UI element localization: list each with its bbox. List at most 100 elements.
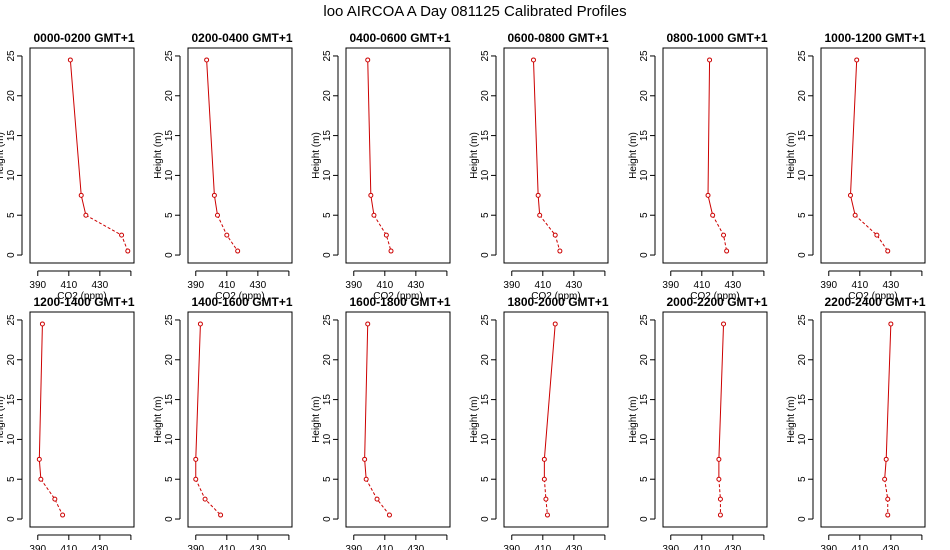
data-point (38, 476, 44, 482)
y-tick-label: 20 (797, 354, 808, 366)
y-tick-label: 20 (6, 90, 17, 102)
series-line (718, 323, 725, 480)
y-tick-label: 20 (639, 90, 650, 102)
data-point (716, 476, 722, 482)
panel-title: 0200-0400 GMT+1 (191, 31, 292, 45)
y-tick-label: 10 (480, 169, 491, 181)
data-point (388, 248, 394, 254)
data-point (716, 456, 722, 462)
series-line (849, 59, 858, 216)
data-point (52, 496, 58, 502)
x-tick-label: 410 (376, 544, 393, 550)
y-tick-label: 20 (480, 90, 491, 102)
y-tick-label: 5 (322, 212, 333, 218)
series-line-lower (543, 479, 548, 516)
y-tick-label: 0 (639, 516, 650, 522)
x-tick-label: 410 (376, 280, 393, 291)
x-axis-label: CO2 (ppm) (215, 291, 264, 302)
y-tick-label: 15 (639, 394, 650, 406)
y-tick-label: 10 (639, 169, 650, 181)
y-tick-label: 25 (480, 50, 491, 62)
x-tick-label: 390 (29, 280, 46, 291)
y-tick-label: 0 (164, 516, 175, 522)
y-tick-label: 10 (480, 433, 491, 445)
series-line-lower (195, 479, 221, 516)
y-axis-label: Height (m) (0, 132, 6, 179)
y-tick-label: 20 (322, 354, 333, 366)
series-line (195, 323, 201, 480)
data-point (557, 248, 563, 254)
plot-frame (345, 47, 451, 264)
x-tick-label: 410 (218, 544, 235, 550)
y-axis-label: Height (m) (786, 396, 797, 443)
plot-frame (503, 311, 609, 528)
y-tick-label: 0 (6, 516, 17, 522)
x-axis-label: CO2 (ppm) (531, 291, 580, 302)
plot-frame (187, 311, 293, 528)
x-tick-label: 390 (187, 280, 204, 291)
panel-title: 0400-0600 GMT+1 (349, 31, 450, 45)
series-line-lower (373, 214, 392, 252)
y-tick-label: 15 (639, 130, 650, 142)
y-tick-label: 15 (6, 394, 17, 406)
x-tick-label: 390 (345, 544, 362, 550)
y-tick-label: 5 (164, 212, 175, 218)
y-tick-label: 15 (322, 130, 333, 142)
y-tick-label: 0 (6, 252, 17, 258)
y-tick-label: 15 (164, 394, 175, 406)
y-tick-label: 5 (480, 212, 491, 218)
y-tick-label: 25 (797, 50, 808, 62)
data-point (365, 57, 371, 63)
series-line (38, 323, 43, 480)
x-tick-label: 430 (250, 280, 267, 291)
data-point (39, 321, 45, 327)
series-line (532, 59, 541, 216)
plot-frame (662, 47, 768, 264)
data-point (365, 321, 371, 327)
y-tick-label: 15 (480, 394, 491, 406)
series-line-lower (40, 478, 64, 516)
y-axis-label: Height (m) (628, 132, 639, 179)
y-tick-label: 5 (797, 476, 808, 482)
x-tick-label: 430 (883, 544, 900, 550)
data-point (852, 212, 858, 218)
panel-title: 0000-0200 GMT+1 (33, 31, 134, 45)
y-tick-label: 10 (6, 433, 17, 445)
data-point (552, 321, 558, 327)
y-tick-label: 20 (6, 354, 17, 366)
x-axis-label: CO2 (ppm) (848, 291, 897, 302)
x-tick-label: 410 (693, 280, 710, 291)
x-tick-label: 410 (851, 280, 868, 291)
data-point (67, 57, 73, 63)
x-tick-label: 410 (60, 280, 77, 291)
y-tick-label: 10 (322, 169, 333, 181)
x-tick-label: 410 (534, 544, 551, 550)
series-line-lower (718, 479, 721, 516)
y-tick-label: 0 (797, 252, 808, 258)
y-tick-label: 10 (164, 433, 175, 445)
x-tick-label: 390 (503, 544, 520, 550)
y-tick-label: 25 (639, 50, 650, 62)
y-tick-label: 25 (6, 50, 17, 62)
y-tick-label: 25 (639, 314, 650, 326)
data-point (882, 476, 888, 482)
data-point (541, 456, 547, 462)
y-tick-label: 0 (322, 252, 333, 258)
x-tick-label: 430 (566, 544, 583, 550)
y-axis-label: Height (m) (628, 396, 639, 443)
data-point (537, 212, 543, 218)
x-tick-label: 390 (820, 544, 837, 550)
y-tick-label: 15 (164, 130, 175, 142)
data-point (60, 512, 66, 518)
data-point (721, 321, 727, 327)
data-point (374, 496, 380, 502)
y-tick-label: 0 (480, 516, 491, 522)
y-tick-label: 25 (322, 314, 333, 326)
x-tick-label: 410 (851, 544, 868, 550)
